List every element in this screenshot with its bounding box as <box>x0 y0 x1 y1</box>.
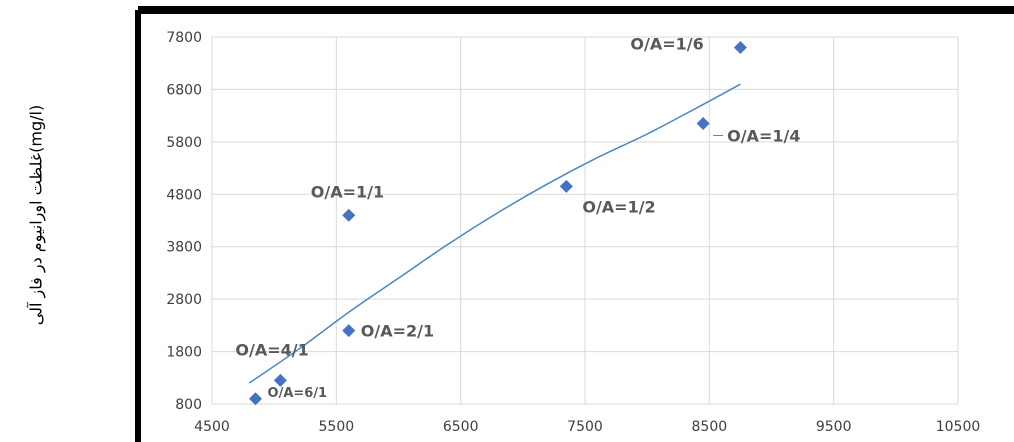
y-tick-label: 800 <box>175 397 202 413</box>
x-tick-label: 8500 <box>692 419 728 435</box>
data-label: O/A=4/1 <box>235 340 308 359</box>
x-tick-label: 5500 <box>319 419 355 435</box>
y-tick-label: 6800 <box>166 82 202 98</box>
x-tick-label: 7500 <box>567 419 603 435</box>
data-point-marker <box>342 324 356 338</box>
data-point-marker <box>696 117 710 131</box>
data-label: O/A=2/1 <box>361 322 434 341</box>
y-tick-label: 4800 <box>166 187 202 203</box>
y-tick-label: 3800 <box>166 240 202 256</box>
data-point-marker <box>273 373 287 387</box>
data-label: O/A=1/6 <box>630 34 703 53</box>
x-tick-label: 6500 <box>443 419 479 435</box>
data-point-marker <box>559 179 573 193</box>
x-tick-label: 9500 <box>816 419 852 435</box>
data-point-marker <box>733 40 747 54</box>
trendline <box>248 83 741 384</box>
data-label: O/A=1/1 <box>311 182 384 201</box>
data-label: O/A=1/4 <box>727 127 800 146</box>
y-tick-label: 7800 <box>166 30 202 46</box>
chart-area-background <box>138 10 1014 442</box>
data-label: O/A=6/1 <box>268 386 328 401</box>
x-tick-label: 10500 <box>936 419 981 435</box>
data-point-marker <box>249 392 263 406</box>
y-tick-label: 2800 <box>166 292 202 308</box>
x-tick-label: 4500 <box>194 419 230 435</box>
y-tick-label: 1800 <box>166 345 202 361</box>
y-tick-label: 5800 <box>166 135 202 151</box>
data-label: O/A=1/2 <box>582 197 655 216</box>
data-point-marker <box>342 208 356 222</box>
